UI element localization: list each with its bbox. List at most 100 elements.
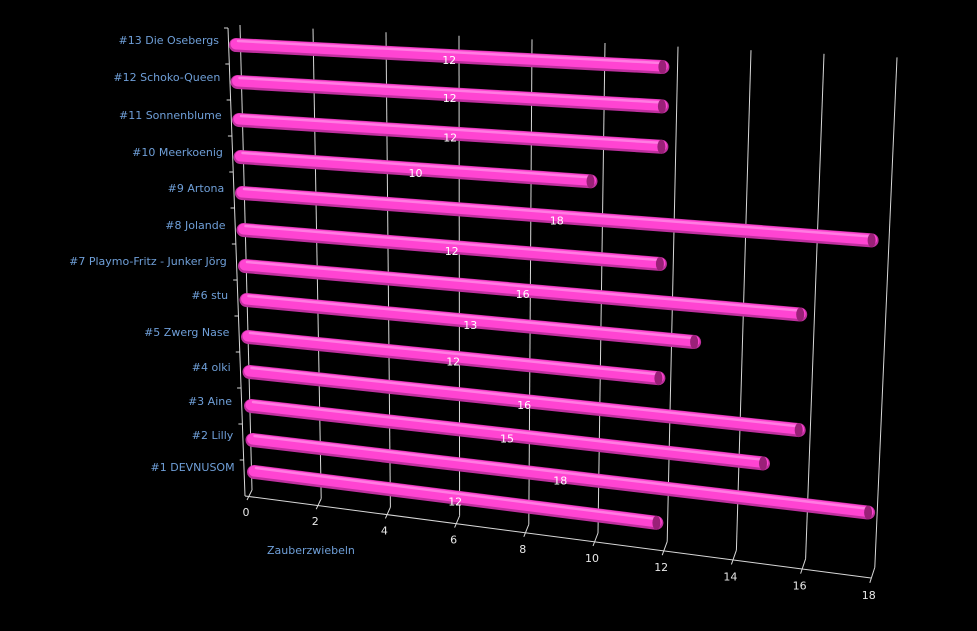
bar-end-cap	[655, 256, 664, 271]
bar	[241, 293, 700, 347]
category-label: #11 Sonnenblume	[119, 109, 222, 122]
gridline-floor	[384, 506, 391, 519]
value-label: 13	[463, 319, 477, 332]
value-label: 12	[446, 356, 460, 369]
value-label: 12	[448, 495, 462, 508]
bar	[248, 465, 662, 528]
bar-highlight	[250, 366, 798, 428]
bars: 12 12 12 10 18 12 16 13 12 16 15 18 12	[229, 38, 879, 530]
bar-highlight	[245, 260, 800, 312]
bar-end-cap	[864, 505, 873, 520]
x-axis-title: Zauberzwiebeln	[267, 544, 355, 557]
bar	[247, 433, 874, 518]
bar-end-cap	[586, 174, 595, 189]
value-label: 18	[553, 474, 567, 487]
category-labels: #13 Die Osebergs #12 Schoko-Queen #11 Sonn…	[69, 34, 234, 474]
gridline-floor	[454, 515, 461, 528]
bar	[239, 259, 806, 319]
category-label: #10 Meerkoenig	[132, 146, 223, 159]
gridline	[805, 53, 825, 559]
category-label: #12 Schoko-Queen	[113, 71, 220, 84]
bar-highlight	[241, 151, 590, 179]
x-tick-label: 8	[519, 543, 526, 556]
gridline-floor	[730, 550, 737, 565]
gridline	[666, 46, 679, 542]
category-label: #9 Artona	[168, 182, 225, 195]
bar	[236, 186, 878, 245]
bar	[235, 150, 596, 186]
x-tick-label: 12	[654, 561, 668, 574]
gridline-floor	[869, 567, 876, 583]
value-label: 16	[517, 399, 531, 412]
gridline-floor	[800, 558, 807, 574]
bar	[230, 38, 668, 72]
x-tick-label: 0	[243, 506, 250, 519]
bar-end-cap	[657, 139, 666, 154]
bar-highlight	[247, 294, 694, 340]
bar	[238, 223, 666, 269]
value-label: 10	[409, 167, 423, 180]
gridline-floor	[592, 532, 599, 547]
gridline	[735, 50, 752, 551]
x-tick-label: 6	[450, 534, 457, 547]
x-tick-label: 18	[862, 589, 876, 602]
bar-end-cap	[652, 515, 661, 530]
gridline-floor	[315, 498, 322, 510]
bar	[233, 113, 667, 152]
bar-end-cap	[658, 59, 667, 74]
bar-highlight	[253, 434, 868, 510]
gridline	[874, 57, 898, 568]
bar-highlight	[251, 400, 763, 461]
bar	[232, 75, 668, 111]
bar-highlight	[254, 466, 656, 521]
bar-highlight	[236, 39, 662, 65]
category-label: #1 DEVNUSOM	[151, 461, 235, 474]
gridline	[458, 35, 461, 516]
value-label: 18	[550, 215, 564, 228]
gridline	[312, 28, 322, 499]
gridline-floor	[523, 524, 530, 537]
bar	[245, 399, 769, 468]
gridline	[385, 32, 391, 508]
bar-end-cap	[690, 334, 699, 349]
category-label: #4 olki	[192, 361, 231, 374]
bar-highlight	[244, 224, 660, 262]
bar-end-cap	[794, 423, 803, 438]
category-label: #7 Playmo-Fritz - Junker Jörg	[69, 255, 227, 268]
category-label: #5 Zwerg Nase	[144, 326, 230, 339]
bar-end-cap	[657, 99, 666, 114]
value-label: 15	[500, 433, 514, 446]
bar	[244, 365, 805, 435]
category-label: #2 Lilly	[192, 429, 234, 442]
gridline	[528, 39, 533, 525]
y-axis-line	[227, 27, 246, 497]
value-label: 16	[516, 288, 530, 301]
gridline-floor	[661, 541, 668, 556]
x-tick-label: 10	[585, 552, 599, 565]
category-label: #6 stu	[191, 289, 228, 302]
x-tick-label: 16	[793, 580, 807, 593]
category-label: #8 Jolande	[165, 219, 225, 232]
x-tick-label: 2	[312, 515, 319, 528]
x-tick-label: 14	[723, 570, 737, 583]
bar-highlight	[248, 331, 658, 376]
bar-end-cap	[796, 307, 805, 322]
x-tick-labels: 0 2 4 6 8 10 12 14 16 18	[243, 506, 876, 602]
category-label: #3 Aine	[188, 395, 232, 408]
value-label: 12	[442, 54, 456, 67]
bar-end-cap	[654, 371, 663, 386]
bar-highlight	[242, 187, 871, 238]
gridline	[597, 42, 606, 534]
x-axis-line	[244, 495, 872, 579]
x-tick-label: 4	[381, 524, 388, 537]
value-label: 12	[443, 131, 457, 144]
bar-end-cap	[759, 456, 767, 471]
bar-end-cap	[867, 233, 876, 248]
value-label: 12	[445, 245, 459, 258]
bar	[242, 330, 664, 383]
value-label: 12	[443, 92, 457, 105]
bar-highlight	[239, 114, 661, 145]
category-label: #13 Die Osebergs	[119, 34, 220, 47]
